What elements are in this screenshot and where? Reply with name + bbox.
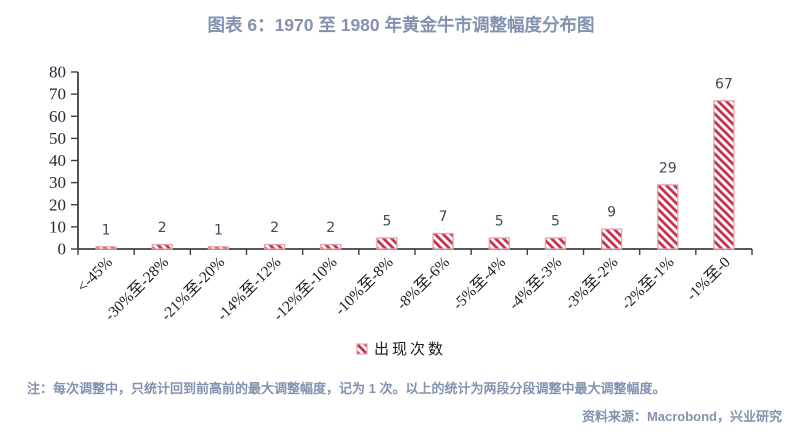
bar-chart: 010203040506070801<-45%2-30%至-28%1-21%至-… bbox=[49, 63, 753, 324]
bar bbox=[488, 237, 510, 250]
y-tick-label: 30 bbox=[49, 173, 66, 192]
x-axis-label: -3%至-2% bbox=[562, 254, 622, 314]
x-axis-label: -4%至-3% bbox=[506, 254, 566, 314]
bar bbox=[263, 243, 286, 250]
bar bbox=[657, 184, 679, 250]
source-line: 资料来源：Macrobond，兴业研究 bbox=[581, 409, 782, 424]
bar bbox=[151, 243, 173, 250]
bar bbox=[95, 246, 117, 250]
bar bbox=[600, 228, 623, 250]
bar-value-label: 5 bbox=[382, 213, 391, 229]
bar bbox=[544, 237, 567, 250]
x-axis-label: -2%至-1% bbox=[618, 254, 678, 314]
x-axis-label: -8%至-6% bbox=[393, 254, 453, 314]
x-axis-label: <-45% bbox=[74, 254, 116, 296]
x-axis-label: -5%至-4% bbox=[450, 254, 510, 314]
legend-label: 出现次数 bbox=[373, 342, 446, 358]
bar-value-label: 7 bbox=[439, 209, 448, 225]
chart-title: 图表 6：1970 至 1980 年黄金牛市调整幅度分布图 bbox=[207, 15, 595, 35]
x-axis-label: -10%至-8% bbox=[332, 254, 397, 319]
bar-value-label: 29 bbox=[659, 160, 677, 176]
y-tick-label: 50 bbox=[49, 129, 66, 148]
footnote: 注：每次调整中，只统计回到前高前的最大调整幅度，记为 1 次。以上的统计为两段分… bbox=[27, 381, 666, 396]
bar-value-label: 2 bbox=[158, 220, 167, 236]
legend-swatch bbox=[356, 342, 368, 355]
bar-value-label: 2 bbox=[270, 220, 279, 236]
legend-marker-icon bbox=[356, 342, 368, 355]
y-tick-label: 40 bbox=[49, 151, 66, 170]
bar-value-label: 5 bbox=[495, 213, 504, 229]
y-tick-label: 70 bbox=[49, 85, 66, 104]
bar-value-label: 2 bbox=[326, 220, 335, 236]
y-tick-label: 10 bbox=[49, 217, 66, 236]
legend: 出现次数 bbox=[0, 338, 802, 359]
bar-value-label: 67 bbox=[715, 76, 733, 92]
axes bbox=[77, 72, 752, 250]
bar-value-label: 1 bbox=[102, 222, 111, 238]
bar-value-label: 1 bbox=[214, 222, 223, 238]
y-tick-label: 60 bbox=[49, 107, 66, 126]
y-tick-label: 0 bbox=[58, 240, 67, 259]
x-axis-label: -1%至-0 bbox=[683, 254, 734, 305]
bar bbox=[207, 246, 230, 250]
y-tick-label: 20 bbox=[49, 195, 66, 214]
y-tick-label: 80 bbox=[49, 63, 66, 82]
bar bbox=[376, 237, 398, 250]
bar-value-label: 9 bbox=[607, 205, 616, 221]
bar bbox=[713, 100, 735, 250]
bar bbox=[432, 232, 454, 250]
bar bbox=[320, 243, 342, 250]
bar-value-label: 5 bbox=[551, 213, 560, 229]
